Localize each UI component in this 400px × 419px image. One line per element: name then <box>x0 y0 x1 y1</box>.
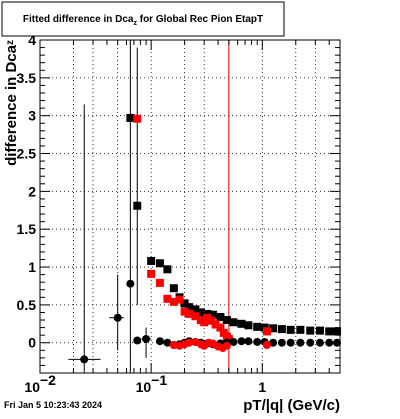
red-square-marker <box>155 278 164 287</box>
title-frame <box>1 1 285 37</box>
red-square-marker <box>191 312 200 321</box>
y-tick-label: 0 <box>28 335 36 351</box>
y-tick-label: 2 <box>28 183 36 199</box>
x-tick-label: 10 <box>136 379 152 395</box>
black-circle-marker <box>253 337 262 346</box>
black-square-marker <box>325 327 334 336</box>
black-circle-marker <box>113 313 122 322</box>
black-square-marker <box>163 265 172 274</box>
black-square-marker <box>191 305 200 314</box>
tick-layer <box>39 39 341 374</box>
black-circle-marker <box>286 338 295 347</box>
black-square-marker <box>147 256 156 265</box>
black-circle-marker <box>237 337 246 346</box>
black-square-marker <box>244 321 253 330</box>
black-circle-marker <box>126 279 135 288</box>
y-tick-label: 0.5 <box>17 297 37 313</box>
y-tick-label: 1.5 <box>17 221 37 237</box>
y-tick-label: 4 <box>28 32 36 48</box>
black-circle-marker <box>296 338 305 347</box>
red-circle-marker <box>222 341 231 350</box>
black-square-marker <box>296 325 305 334</box>
timestamp-footer: Fri Jan 5 10:23:43 2024 <box>4 400 102 410</box>
black-circle-marker <box>269 338 278 347</box>
black-circle-marker <box>133 336 142 345</box>
black-square-marker <box>169 284 178 293</box>
black-square-marker <box>229 318 238 327</box>
black-square-marker <box>222 316 231 325</box>
red-square-marker <box>185 309 194 318</box>
black-circle-marker <box>315 338 324 347</box>
black-circle-marker <box>142 334 151 343</box>
red-circle-marker <box>185 338 194 347</box>
black-circle-marker <box>325 338 334 347</box>
plot-frame <box>39 39 341 374</box>
black-square-marker <box>286 325 295 334</box>
red-square-marker <box>200 318 209 327</box>
black-circle-marker <box>155 337 164 346</box>
red-square-marker <box>175 295 184 304</box>
chart-title: Fitted difference in Dcaz for Global Rec… <box>23 14 263 27</box>
y-tick-label: 3 <box>28 108 36 124</box>
x-tick-label-exponent: −2 <box>40 372 56 388</box>
black-square-marker <box>185 303 194 312</box>
y-tick-label: 1 <box>28 259 36 275</box>
x-tick-label-exponent: −1 <box>151 372 167 388</box>
black-square-marker <box>133 201 142 210</box>
black-circle-marker <box>80 355 89 364</box>
red-circle-marker <box>262 340 271 349</box>
black-square-marker <box>277 325 286 334</box>
red-square-marker <box>203 313 212 322</box>
red-square-marker <box>163 294 172 303</box>
y-tick-label: 2.5 <box>17 146 37 162</box>
black-square-marker <box>333 327 342 336</box>
black-square-marker <box>216 312 225 321</box>
black-circle-marker <box>244 337 253 346</box>
black-square-marker <box>315 326 324 335</box>
black-square-marker <box>126 113 135 122</box>
black-square-marker <box>155 259 164 268</box>
black-square-marker <box>237 319 246 328</box>
black-square-marker <box>208 310 217 319</box>
black-circle-marker <box>163 338 172 347</box>
x-tick-label: 1 <box>258 379 266 395</box>
red-square-marker <box>216 323 225 332</box>
black-circle-marker <box>229 337 238 346</box>
red-square-marker <box>133 114 142 123</box>
y-tick-label: 3.5 <box>17 70 37 86</box>
red-square-marker <box>180 307 189 316</box>
y-axis-title: difference in Dcaz <box>3 40 20 166</box>
red-square-marker <box>224 334 233 343</box>
black-circle-marker <box>277 338 286 347</box>
black-square-marker <box>196 308 205 317</box>
black-square-marker <box>269 324 278 333</box>
red-square-marker <box>169 297 178 306</box>
black-square-marker <box>180 299 189 308</box>
black-circle-marker <box>306 338 315 347</box>
red-square-marker <box>211 320 220 329</box>
title-box: Fitted difference in Dcaz for Global Rec… <box>1 1 285 37</box>
black-square-marker <box>253 322 262 331</box>
marker-layer <box>80 113 342 364</box>
red-square-marker <box>262 327 271 336</box>
x-axis-title: pT/|q| (GeV/c) <box>243 397 340 414</box>
x-tick-label: 10 <box>24 379 40 395</box>
red-square-marker <box>147 269 156 278</box>
black-square-marker <box>306 326 315 335</box>
